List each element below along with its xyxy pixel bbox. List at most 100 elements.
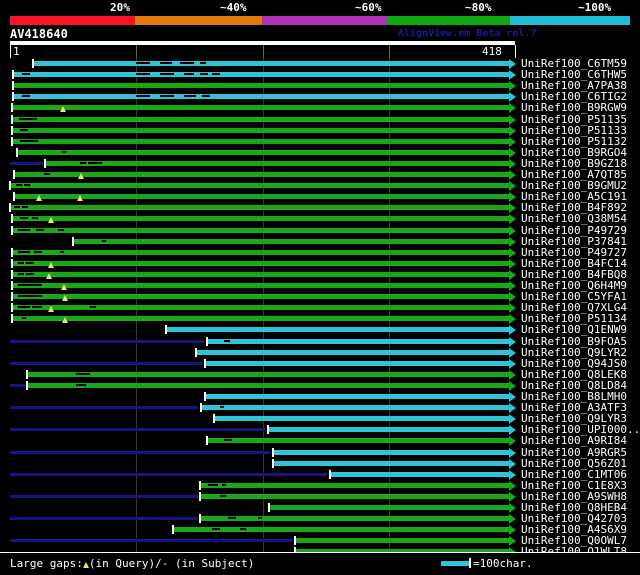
alignment-bar[interactable] xyxy=(13,105,509,111)
alignment-row[interactable]: UniRef100_A9SWH8 xyxy=(0,489,640,503)
hit-label[interactable]: UniRef100_Q1ENW9 xyxy=(521,323,627,337)
alignment-bar[interactable] xyxy=(13,283,509,288)
hit-label[interactable]: UniRef100_P49729 xyxy=(521,223,627,237)
alignment-bar[interactable] xyxy=(28,371,509,377)
alignment-row[interactable]: UniRef100_B9GZ18 xyxy=(0,156,640,170)
alignment-row[interactable]: UniRef100_Q6H4M9 xyxy=(0,280,640,292)
alignment-bar[interactable] xyxy=(206,360,509,366)
alignment-bar[interactable] xyxy=(208,338,509,344)
alignment-row[interactable]: UniRef100_Q1ENW9 xyxy=(0,324,640,336)
hit-label[interactable]: UniRef100_C5YFA1 xyxy=(521,290,627,304)
hit-label[interactable]: UniRef100_P37841 xyxy=(521,234,627,248)
hit-label[interactable]: UniRef100_B4FBQ8 xyxy=(521,267,627,281)
alignment-bar[interactable] xyxy=(13,294,509,300)
hit-label[interactable]: UniRef100_A3ATF3 xyxy=(521,401,627,415)
alignment-bar[interactable] xyxy=(274,460,509,466)
alignment-row[interactable]: UniRef100_B8LMH0 xyxy=(0,391,640,403)
alignment-row[interactable]: UniRef100_Q94JS0 xyxy=(0,356,640,370)
alignment-bar[interactable] xyxy=(201,493,509,499)
alignment-bar[interactable] xyxy=(13,316,509,322)
alignment-row[interactable]: UniRef100_A7PA38 xyxy=(0,80,640,92)
alignment-bar[interactable] xyxy=(15,172,509,177)
alignment-row[interactable]: UniRef100_Q56Z01 xyxy=(0,457,640,470)
alignment-row[interactable]: UniRef100_Q8LEK8 xyxy=(0,367,640,381)
alignment-row[interactable]: UniRef100_A5C191 xyxy=(0,191,640,203)
hit-label[interactable]: UniRef100_C1E8X3 xyxy=(521,478,627,492)
hit-label[interactable]: UniRef100_Q8LEK8 xyxy=(521,367,627,381)
hit-label[interactable]: UniRef100_B9GZ18 xyxy=(521,156,627,170)
alignment-bar[interactable] xyxy=(331,471,509,477)
hit-label[interactable]: UniRef100_P49727 xyxy=(521,245,627,259)
hit-label[interactable]: UniRef100_A5C191 xyxy=(521,190,627,204)
hit-label[interactable]: UniRef100_B8LMH0 xyxy=(521,390,627,403)
alignment-row[interactable]: UniRef100_C5YFA1 xyxy=(0,291,640,303)
alignment-bar[interactable] xyxy=(296,549,509,555)
alignment-row[interactable]: UniRef100_Q7XLG4 xyxy=(0,302,640,314)
hit-label[interactable]: UniRef100_Q9LYR2 xyxy=(521,345,627,359)
alignment-bar[interactable] xyxy=(13,216,509,222)
alignment-bar[interactable] xyxy=(174,527,509,533)
alignment-row[interactable]: UniRef100_A9RI84 xyxy=(0,435,640,447)
hit-label[interactable]: UniRef100_C6THW5 xyxy=(521,68,627,82)
alignment-bar[interactable] xyxy=(197,349,509,355)
alignment-bar[interactable] xyxy=(202,405,509,411)
alignment-row[interactable]: UniRef100_A9RGR5 xyxy=(0,445,640,459)
hit-label[interactable]: UniRef100_C6TM59 xyxy=(521,57,627,70)
alignment-row[interactable]: UniRef100_C1E8X3 xyxy=(0,478,640,492)
hit-label[interactable]: UniRef100_A7QT85 xyxy=(521,168,627,181)
alignment-bar[interactable] xyxy=(74,238,509,244)
alignment-row[interactable]: UniRef100_P49727 xyxy=(0,245,640,259)
hit-label[interactable]: UniRef100_A4S6X9 xyxy=(521,523,627,537)
hit-label[interactable]: UniRef100_Q94JS0 xyxy=(521,356,627,370)
alignment-row[interactable]: UniRef100_P49729 xyxy=(0,223,640,237)
alignment-row[interactable]: UniRef100_P51133 xyxy=(0,124,640,137)
alignment-row[interactable]: UniRef100_P51135 xyxy=(0,112,640,126)
alignment-row[interactable]: UniRef100_B9RGO4 xyxy=(0,145,640,159)
alignment-row[interactable]: UniRef100_Q9LYR3 xyxy=(0,413,640,425)
alignment-bar[interactable] xyxy=(18,149,509,155)
alignment-bar[interactable] xyxy=(11,205,509,211)
alignment-row[interactable]: UniRef100_UPI000.. xyxy=(0,424,640,436)
hit-label[interactable]: UniRef100_C6TIG2 xyxy=(521,90,627,104)
hit-label[interactable]: UniRef100_P51135 xyxy=(521,112,627,126)
alignment-bar[interactable] xyxy=(34,61,509,66)
hit-label[interactable]: UniRef100_Q8HEB4 xyxy=(521,501,627,514)
alignment-bar[interactable] xyxy=(167,327,509,333)
hit-label[interactable]: UniRef100_Q8LD84 xyxy=(521,378,627,392)
hit-label[interactable]: UniRef100_P51132 xyxy=(521,134,627,148)
hit-label[interactable]: UniRef100_Q6H4M9 xyxy=(521,279,627,292)
alignment-row[interactable]: UniRef100_B9RGW9 xyxy=(0,102,640,114)
hit-label[interactable]: UniRef100_B9RGW9 xyxy=(521,101,627,115)
hit-label[interactable]: UniRef100_Q9LYR3 xyxy=(521,412,627,426)
alignment-bar[interactable] xyxy=(296,538,509,544)
alignment-row[interactable]: UniRef100_Q0OWL7 xyxy=(0,535,640,547)
alignment-row[interactable]: UniRef100_B4FBQ8 xyxy=(0,267,640,281)
hit-label[interactable]: UniRef100_B4FC14 xyxy=(521,256,627,270)
hit-label[interactable]: UniRef100_Q0OWL7 xyxy=(521,534,627,548)
hit-label[interactable]: UniRef100_A9SWH8 xyxy=(521,489,627,503)
alignment-bar[interactable] xyxy=(14,72,509,78)
alignment-bar[interactable] xyxy=(201,482,509,488)
alignment-row[interactable]: UniRef100_P51132 xyxy=(0,134,640,148)
alignment-bar[interactable] xyxy=(13,138,509,144)
alignment-bar[interactable] xyxy=(13,227,509,233)
alignment-row[interactable]: UniRef100_B9FOA5 xyxy=(0,334,640,348)
alignment-bar[interactable] xyxy=(14,83,509,89)
alignment-bar[interactable] xyxy=(13,116,509,122)
hit-label[interactable]: UniRef100_Q38M54 xyxy=(521,212,627,226)
hit-label[interactable]: UniRef100_P51134 xyxy=(521,312,627,326)
alignment-row[interactable]: UniRef100_P37841 xyxy=(0,234,640,248)
hit-label[interactable]: UniRef100_B9GMU2 xyxy=(521,179,627,193)
hit-label[interactable]: UniRef100_A9RGR5 xyxy=(521,445,627,459)
alignment-row[interactable]: UniRef100_Q38M54 xyxy=(0,213,640,225)
alignment-bar[interactable] xyxy=(13,260,509,266)
alignment-bar[interactable] xyxy=(13,305,509,311)
alignment-bar[interactable] xyxy=(269,427,509,433)
alignment-bar[interactable] xyxy=(15,194,509,200)
hit-label[interactable]: UniRef100_B9RGO4 xyxy=(521,145,627,159)
alignment-row[interactable]: UniRef100_B4F892 xyxy=(0,202,640,214)
alignment-bar[interactable] xyxy=(11,183,509,189)
hit-label[interactable]: UniRef100_C1MT06 xyxy=(521,467,627,481)
hit-label[interactable]: UniRef100_B9FOA5 xyxy=(521,334,627,348)
alignment-row[interactable]: UniRef100_Q42703 xyxy=(0,513,640,525)
